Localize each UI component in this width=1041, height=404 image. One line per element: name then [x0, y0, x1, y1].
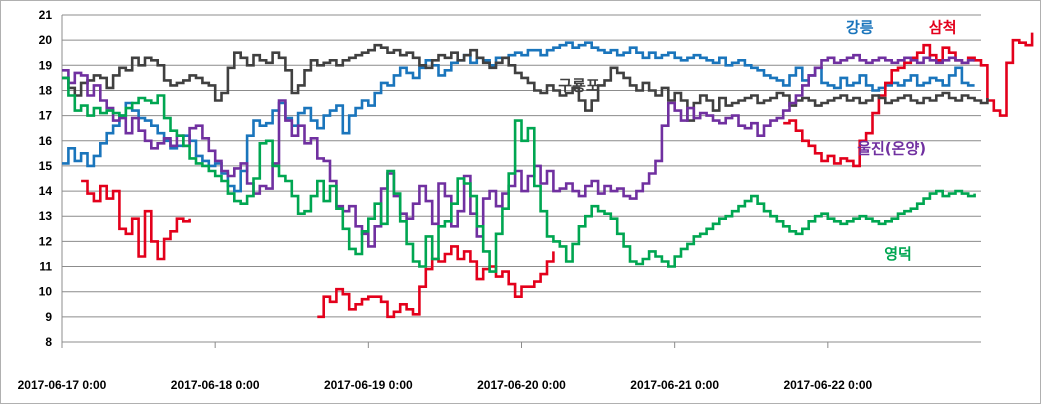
x-tick-label: 2017-06-17 0:00 — [18, 378, 107, 392]
x-tick-label: 2017-06-22 0:00 — [783, 378, 872, 392]
y-tick-label: 14 — [39, 184, 53, 198]
series-label-4: 영덕 — [884, 245, 912, 263]
x-tick-label: 2017-06-20 0:00 — [477, 378, 566, 392]
y-tick-label: 17 — [39, 109, 53, 123]
series-line-4 — [62, 76, 976, 273]
series-line-1 — [81, 179, 191, 261]
y-tick-label: 16 — [39, 134, 53, 148]
series-label-1: 삼척 — [929, 19, 957, 37]
x-tick-label: 2017-06-18 0:00 — [171, 378, 260, 392]
y-tick-label: 19 — [39, 58, 53, 72]
series-label-0: 강릉 — [846, 19, 874, 37]
y-tick-label: 8 — [45, 335, 52, 349]
x-axis-ticks: 2017-06-17 0:00 2017-06-18 0:00 2017-06-19… — [18, 342, 873, 392]
y-tick-label: 21 — [39, 8, 53, 22]
y-tick-label: 15 — [39, 159, 53, 173]
series-line-3 — [62, 53, 975, 248]
series-label-2: 구룡포 — [558, 76, 600, 94]
series-label-3: 울진(온양) — [857, 139, 926, 157]
y-tick-label: 9 — [45, 310, 52, 324]
series-line-0 — [62, 41, 975, 193]
y-tick-label: 13 — [39, 209, 53, 223]
series-line-1 — [783, 32, 1034, 168]
series-line-2 — [62, 43, 989, 122]
x-tick-label: 2017-06-19 0:00 — [324, 378, 413, 392]
series-lines — [62, 32, 1034, 319]
series-line-1 — [317, 245, 555, 319]
y-axis-ticks: 8 9 10 11 12 13 14 15 16 17 18 19 20 21 — [39, 8, 53, 349]
x-tick-label: 2017-06-21 0:00 — [630, 378, 719, 392]
y-tick-label: 12 — [39, 234, 53, 248]
y-tick-label: 20 — [39, 33, 53, 47]
y-tick-label: 18 — [39, 83, 53, 97]
y-tick-label: 11 — [39, 260, 52, 274]
y-tick-label: 10 — [39, 285, 53, 299]
